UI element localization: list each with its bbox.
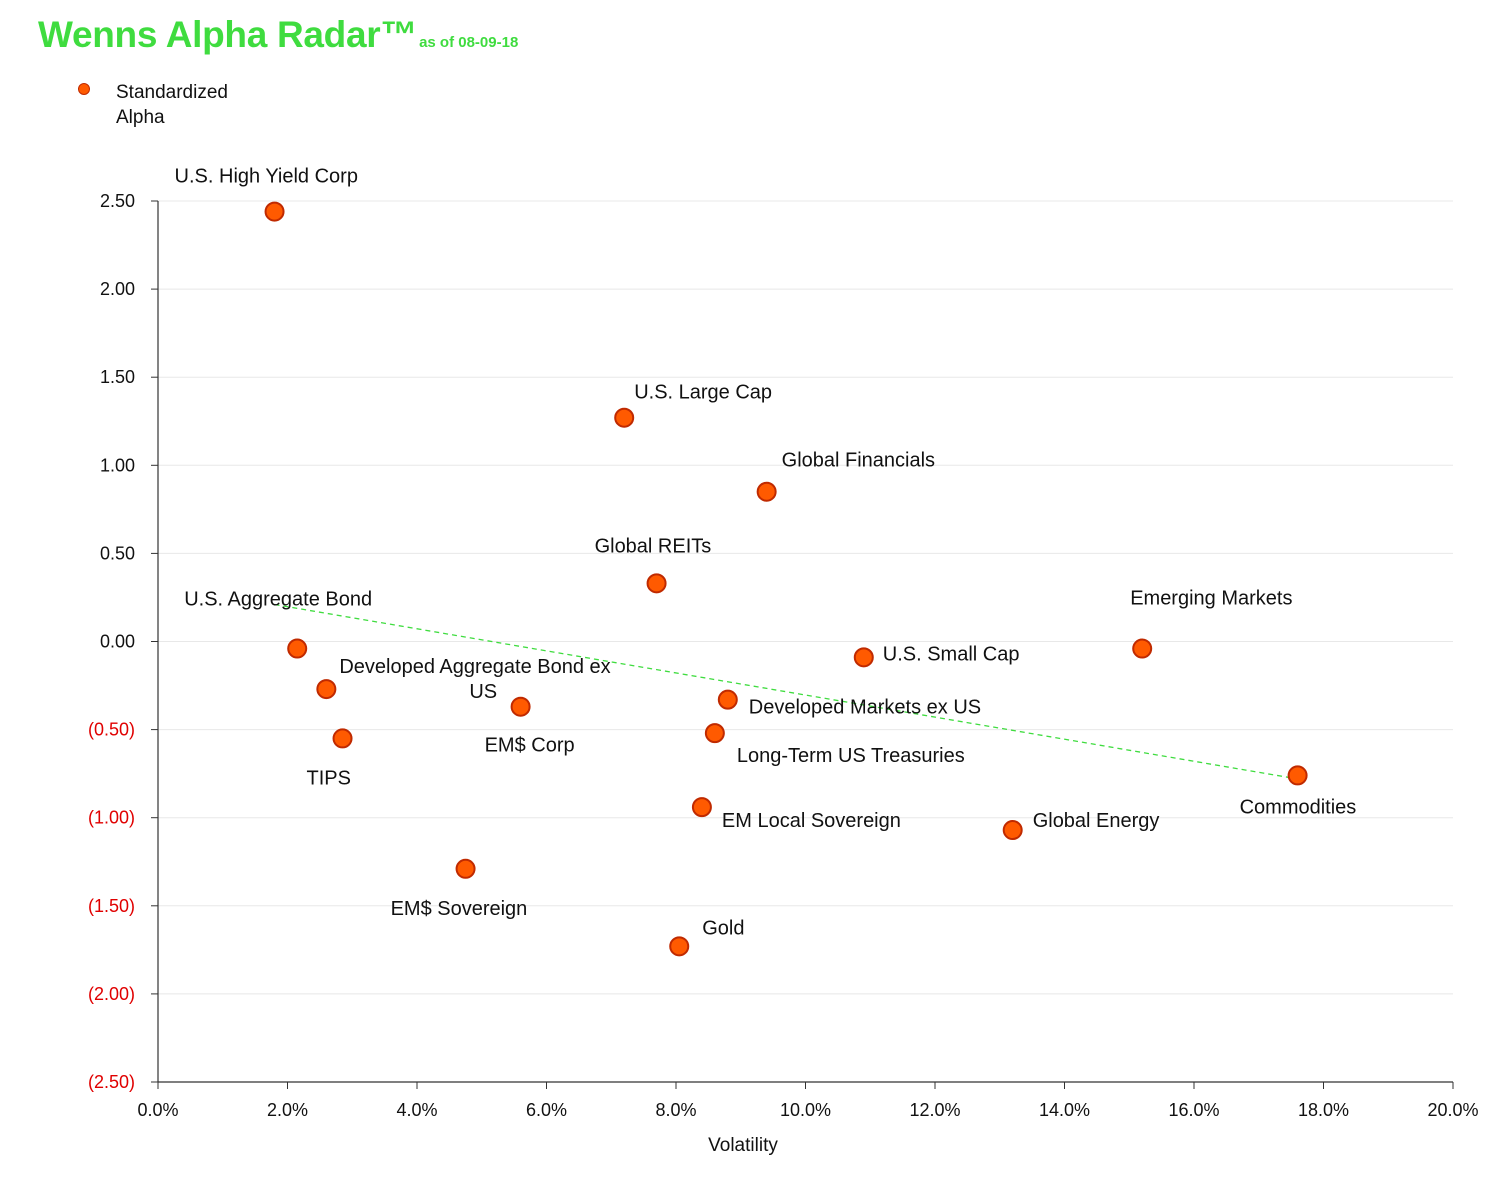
point-label: EM$ Corp xyxy=(485,735,575,757)
point-label: US xyxy=(469,681,497,703)
y-tick-label: (1.50) xyxy=(88,896,135,916)
trendline xyxy=(274,603,1298,780)
point-label: U.S. Aggregate Bond xyxy=(184,589,372,611)
chart-title-block: Wenns Alpha Radar™ as of 08-09-18 xyxy=(38,14,518,56)
y-tick-label: 1.50 xyxy=(100,367,135,387)
data-point xyxy=(691,797,712,818)
chart-subtitle: as of 08-09-18 xyxy=(419,34,519,51)
data-point xyxy=(756,481,777,502)
y-tick-label: 0.50 xyxy=(100,543,135,563)
data-point xyxy=(646,573,667,594)
x-axis-title: Volatility xyxy=(708,1135,778,1156)
point-label: Commodities xyxy=(1240,796,1357,818)
point-labels-layer: U.S. High Yield Corp U.S. Large Cap Global… xyxy=(175,166,1357,940)
data-point xyxy=(1132,638,1153,659)
trendline-layer xyxy=(274,603,1298,780)
data-point xyxy=(287,638,308,659)
x-tick-label: 8.0% xyxy=(655,1100,696,1120)
grid-lines xyxy=(158,200,1453,1083)
point-label: Emerging Markets xyxy=(1130,588,1292,610)
data-point xyxy=(614,407,635,428)
data-point xyxy=(455,858,476,879)
point-label: TIPS xyxy=(307,767,351,789)
y-tick-label: (1.00) xyxy=(88,808,135,828)
data-point xyxy=(1287,765,1308,786)
y-tick-label: 0.00 xyxy=(100,632,135,652)
data-point xyxy=(510,696,531,717)
x-tick-label: 12.0% xyxy=(909,1100,960,1120)
data-point xyxy=(704,723,725,744)
data-point xyxy=(264,201,285,222)
data-point xyxy=(717,689,738,710)
y-tick-label: (2.50) xyxy=(88,1072,135,1092)
y-tick-label: (2.00) xyxy=(88,984,135,1004)
x-tick-label: 16.0% xyxy=(1168,1100,1219,1120)
data-point xyxy=(1002,820,1023,841)
point-label: U.S. Large Cap xyxy=(634,382,772,404)
points-layer xyxy=(264,201,1308,957)
point-label: Global Financials xyxy=(782,450,935,472)
x-tick-label: 4.0% xyxy=(396,1100,437,1120)
y-tick-label: 1.00 xyxy=(100,455,135,475)
x-tick-label: 6.0% xyxy=(526,1100,567,1120)
point-label: EM Local Sovereign xyxy=(722,810,901,832)
point-label: U.S. High Yield Corp xyxy=(175,166,358,188)
legend-label: Standardized Alpha xyxy=(116,82,228,128)
point-label: Developed Aggregate Bond ex xyxy=(339,656,610,678)
point-label: Gold xyxy=(702,917,744,939)
legend-marker-icon xyxy=(78,83,90,95)
x-tick-label: 0.0% xyxy=(137,1100,178,1120)
x-tick-label: 2.0% xyxy=(267,1100,308,1120)
data-point xyxy=(332,728,353,749)
legend: Standardized Alpha xyxy=(78,80,256,130)
data-point xyxy=(316,679,337,700)
x-tick-label: 20.0% xyxy=(1427,1100,1478,1120)
y-tick-label: (0.50) xyxy=(88,720,135,740)
point-label: Long-Term US Treasuries xyxy=(737,745,965,767)
x-tick-label: 14.0% xyxy=(1039,1100,1090,1120)
data-point xyxy=(669,936,690,957)
point-label: EM$ Sovereign xyxy=(391,898,528,920)
point-label: Global REITs xyxy=(595,535,712,557)
x-tick-label: 18.0% xyxy=(1298,1100,1349,1120)
x-tick-label: 10.0% xyxy=(780,1100,831,1120)
y-tick-label: 2.50 xyxy=(100,191,135,211)
chart-title: Wenns Alpha Radar™ xyxy=(38,14,418,55)
point-label: Developed Markets ex US xyxy=(749,697,981,719)
data-point xyxy=(853,647,874,668)
point-label: Global Energy xyxy=(1033,810,1160,832)
y-tick-label: 2.00 xyxy=(100,279,135,299)
axes: 2.50 2.00 1.50 1.00 0.50 0.00 (0.50) (1.00) (1.5… xyxy=(88,191,1479,1120)
point-label: U.S. Small Cap xyxy=(883,643,1020,665)
